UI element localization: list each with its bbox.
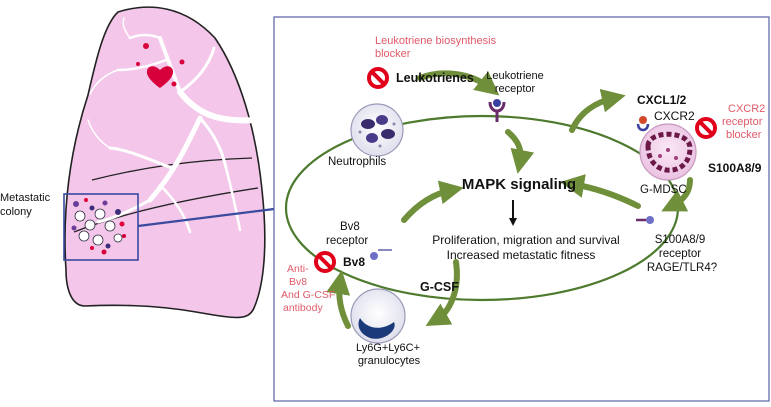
s100-receptor-line-2: receptor [659,248,701,260]
granulocytes-line-2: granulocytes [358,355,421,367]
heart-lesion [146,66,174,88]
mapk-title: MAPK signaling [462,176,576,193]
signaling-arrows [326,70,693,329]
arrow-s100-down [661,177,693,212]
arrow-bv8-receptor-to-mapk [401,180,464,223]
gcsf-label: G-CSF [420,280,459,294]
gmdsc-cell [639,123,697,181]
cxcr2-receptor-icon [636,116,650,132]
leukotriene-receptor-line-2: receptor [495,83,536,95]
s100-receptor-line-1: S100A8/9 [655,234,706,246]
center-line-1: Proliferation, migration and survival [432,233,619,247]
neutrophils-label: Neutrophils [328,156,386,168]
colony-highlight-box [63,193,139,261]
cxcl-label: CXCL1/2 [637,93,687,107]
arrow-receptor-to-mapk [505,129,535,174]
leukotriene-blocker-icon [367,67,389,89]
neutrophil-cell [350,103,404,157]
leukotriene-receptor-line-1: Leukotriene [486,70,544,82]
anti-bv8-blocker-icon [314,251,336,273]
bv8-label: Bv8 [343,255,365,269]
bronchial-tree [87,17,261,234]
anti-bv8-line-3: And G-CSF [281,289,335,301]
granulocytes-line-1: Ly6G+Ly6C+ [356,342,420,354]
colony-label: colony [0,206,32,218]
gmdsc-label: G-MDSC [640,184,687,196]
leukotriene-receptor-icon [488,99,506,122]
arrow-to-gcsf [425,259,460,326]
metastatic-colony-cells [71,198,125,250]
bv8-receptor-icon [370,249,392,260]
s100-receptor-icon [636,216,654,224]
callout-line [137,207,275,228]
leukotriene-blocker-line-1: Leukotriene biosynthesis [375,35,497,47]
cxcr2-blocker-icon [695,117,717,139]
cxcr2-blocker-line-2: receptor [722,116,763,128]
s100-receptor-line-3: RAGE/TLR4? [647,262,717,274]
arrow-s100-receptor-to-mapk [560,174,641,209]
cxcr2-blocker-line-3: blocker [726,129,762,141]
anti-bv8-line-4: antibody [283,302,323,314]
leukotriene-blocker-line-2: blocker [375,48,411,60]
arrow-leukotrienes-to-receptor [417,70,500,96]
bv8-receptor-line-1: Bv8 [340,221,360,233]
granulocyte-cell [350,288,406,344]
cxcr2-label: CXCR2 [654,109,695,123]
leukotrienes-label: Leukotrienes [396,71,474,85]
anti-bv8-line-2: Bv8 [289,276,307,288]
small-metastases [101,43,185,255]
arrow-to-cxcl [569,88,626,133]
arrow-granulocytes-to-bv8 [326,270,351,329]
center-line-2: Increased metastatic fitness [447,248,596,262]
s100a89-label: S100A8/9 [708,161,762,175]
metastatic-label: Metastatic [0,192,51,204]
lung-illustration: Metastatic colony [0,6,275,319]
cxcr2-blocker-line-1: CXCR2 [728,103,765,115]
bv8-receptor-line-2: receptor [326,235,368,247]
anti-bv8-line-1: Anti- [287,263,309,275]
